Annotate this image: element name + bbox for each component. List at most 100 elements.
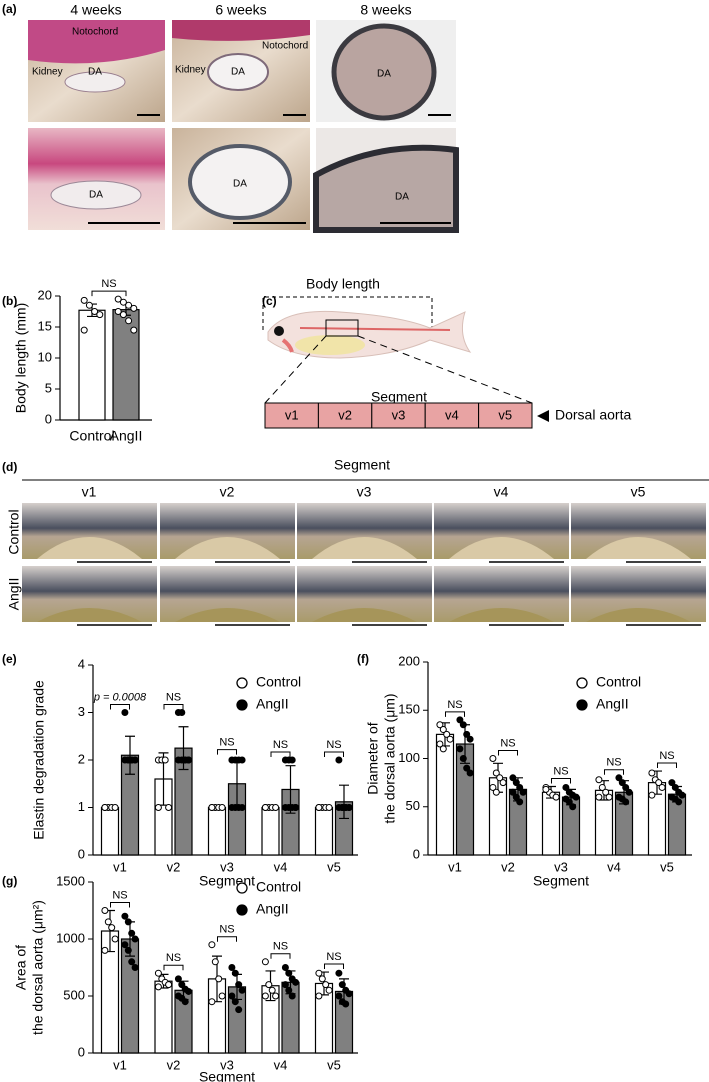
segment-label: v1 <box>285 407 299 422</box>
comparison-label: NS <box>606 757 621 769</box>
data-point <box>466 769 474 777</box>
data-point <box>174 975 182 983</box>
legend-marker <box>576 677 588 689</box>
comparison-label: NS <box>112 889 127 901</box>
data-point <box>80 296 88 304</box>
data-point <box>288 756 296 764</box>
data-point <box>292 804 300 811</box>
data-point <box>436 721 444 729</box>
annotation: Notochord <box>262 41 308 52</box>
label: Body length <box>306 276 380 292</box>
annotation: DA <box>233 179 247 190</box>
data-point <box>459 721 467 729</box>
data-point <box>436 740 444 748</box>
data-point <box>154 969 162 977</box>
segment-label: v3 <box>392 407 406 422</box>
annotation: Kidney <box>175 65 206 76</box>
data-point <box>131 964 139 971</box>
panel-label: (e) <box>2 652 17 666</box>
comparison-bracket <box>445 711 465 717</box>
comparison-label: NS <box>326 739 341 751</box>
comparison-bracket <box>270 953 291 959</box>
data-point <box>131 756 139 764</box>
x-axis-label: Segment <box>199 1069 255 1082</box>
comparison-label: NS <box>166 691 181 703</box>
label: Segment <box>334 457 390 473</box>
vessel-lumen <box>175 608 280 622</box>
data-point <box>208 998 216 1006</box>
column-label: v3 <box>357 484 372 500</box>
data-point <box>211 958 219 966</box>
bar <box>78 309 106 421</box>
data-point <box>228 992 236 1000</box>
data-point <box>443 730 451 738</box>
comparison-bracket <box>217 936 237 942</box>
vessel-lumen <box>449 537 554 559</box>
data-point <box>111 804 119 811</box>
data-point <box>125 317 133 325</box>
vessel <box>188 144 292 220</box>
data-point <box>101 907 109 914</box>
data-point <box>185 756 193 764</box>
segment-label: v2 <box>338 407 352 422</box>
row-label: Control <box>6 509 22 554</box>
data-point <box>648 769 656 777</box>
comparison-bracket <box>217 749 237 755</box>
data-point <box>80 326 88 334</box>
data-point <box>492 788 500 796</box>
data-point <box>272 804 280 811</box>
data-point <box>439 726 447 734</box>
data-point <box>335 992 343 1000</box>
data-point <box>154 983 162 991</box>
data-point <box>261 958 269 966</box>
data-point <box>218 804 226 811</box>
x-tick-label: v4 <box>274 1057 288 1072</box>
data-point <box>101 804 109 811</box>
data-point <box>512 779 520 787</box>
data-point <box>565 798 573 806</box>
bar <box>207 806 227 856</box>
data-point <box>466 735 474 743</box>
x-tick-label: v1 <box>113 1057 127 1072</box>
legend-label: Control <box>256 674 301 690</box>
comparison-bracket <box>163 704 184 710</box>
data-point <box>281 964 289 971</box>
data-point <box>114 295 122 303</box>
data-point <box>655 779 663 787</box>
annotation: DA <box>377 69 391 80</box>
data-point <box>215 975 223 983</box>
data-point <box>622 798 630 806</box>
micrograph <box>28 128 165 230</box>
data-point <box>178 709 186 716</box>
y-axis-label: the dorsal aorta (μm²) <box>30 900 46 1035</box>
legend-label: AngII <box>596 696 629 712</box>
label: Segment <box>371 389 427 405</box>
vessel-lumen <box>37 608 142 622</box>
y-axis-label: Body length (mm) <box>13 303 29 413</box>
data-point <box>542 785 550 793</box>
vessel-lumen <box>586 608 691 622</box>
column-label: 4 weeks <box>70 2 121 18</box>
length-bracket <box>262 296 433 330</box>
gill <box>281 338 294 353</box>
data-point <box>265 981 273 989</box>
annotation: Notochord <box>72 27 118 38</box>
data-point <box>128 958 136 966</box>
data-point <box>161 756 169 764</box>
y-axis-label: the dorsal aorta (μm) <box>382 693 398 823</box>
comparison-label: NS <box>500 737 515 749</box>
y-tick-label: 4 <box>78 656 85 671</box>
data-point <box>569 803 577 811</box>
vessel-line <box>299 327 451 331</box>
data-point <box>345 990 353 998</box>
data-point <box>463 764 471 772</box>
data-point <box>119 311 127 319</box>
panel-label: (g) <box>2 874 17 888</box>
segments: v1 v2 v3 v4 v5 <box>264 402 533 429</box>
y-tick-label: 150 <box>398 702 420 717</box>
y-tick-label: 200 <box>398 653 420 668</box>
data-point <box>125 301 133 309</box>
comparison-bracket <box>657 762 677 769</box>
data-point <box>128 929 136 937</box>
data-point <box>108 924 116 932</box>
